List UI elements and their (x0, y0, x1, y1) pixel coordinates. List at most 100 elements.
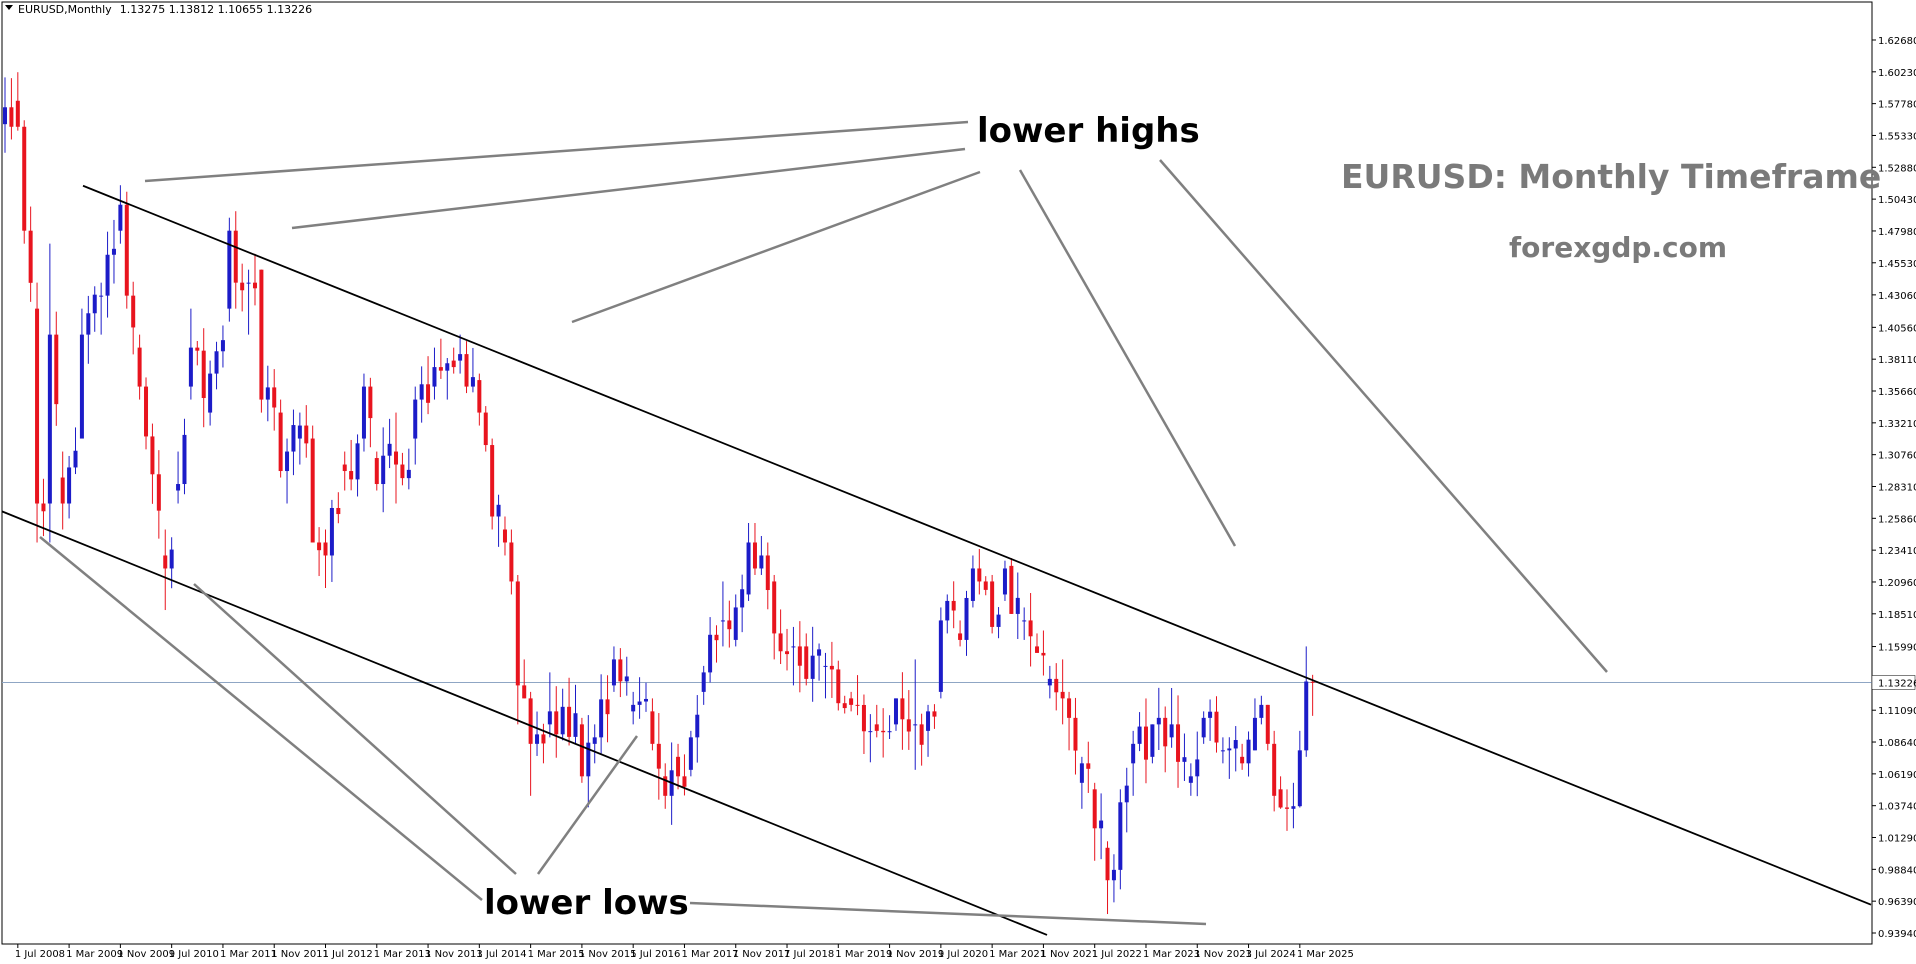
candle-body (227, 230, 232, 309)
candle-body (259, 269, 264, 400)
y-tick-label: 1.06190 (1878, 770, 1916, 781)
candle-body (124, 204, 129, 296)
bull-candle (291, 409, 296, 476)
candle-body (752, 542, 757, 569)
bear-candle (15, 72, 20, 131)
bear-candle (958, 620, 963, 647)
bull-candle (1246, 731, 1251, 777)
candle-body (836, 669, 841, 704)
candle-body (368, 386, 373, 419)
bear-candle (150, 423, 155, 504)
bull-candle (1150, 724, 1155, 764)
bull-candle (1304, 646, 1309, 757)
candle-body (1009, 565, 1014, 614)
bear-candle (836, 660, 841, 711)
bear-candle (1105, 841, 1110, 915)
candle-body (323, 542, 328, 556)
bull-candle (817, 643, 822, 681)
y-tick-label: 1.11090 (1878, 706, 1916, 717)
pointer-low-4 (689, 901, 1207, 926)
bear-candle (22, 120, 27, 244)
candle-body (246, 282, 251, 284)
bull-candle (208, 360, 213, 426)
candle-body (285, 451, 290, 472)
candle-body (759, 555, 764, 569)
bull-candle (1297, 730, 1302, 808)
bull-candle (496, 494, 501, 547)
bear-candle (804, 633, 809, 686)
candle-body (176, 484, 181, 491)
candle-body (708, 634, 713, 673)
bull-candle (637, 677, 642, 719)
bear-candle (464, 341, 469, 394)
bear-candle (509, 529, 514, 595)
candle-body (541, 734, 546, 744)
candle-body (445, 363, 450, 371)
bull-candle (92, 286, 97, 332)
bear-candle (374, 451, 379, 491)
bear-candle (1240, 743, 1245, 770)
candle-body (1233, 740, 1238, 749)
y-tick-label: 1.40560 (1878, 323, 1916, 334)
candle-body (1252, 717, 1257, 751)
bull-candle (329, 499, 334, 582)
bull-candle (297, 412, 302, 465)
candle-body (490, 445, 495, 517)
bull-candle (701, 665, 706, 705)
candle-body (1079, 763, 1084, 783)
candle-body (137, 347, 142, 387)
candle-body (163, 555, 168, 569)
bull-candle (182, 418, 187, 495)
candle-body (1310, 681, 1315, 683)
candle-body (1143, 726, 1148, 760)
candle-body (676, 756, 681, 777)
candle-body (656, 743, 661, 769)
bull-candle (246, 269, 251, 335)
bull-candle (111, 219, 116, 284)
candle-body (663, 776, 668, 796)
pointer-high-3 (571, 170, 981, 324)
candle-body (1099, 820, 1104, 829)
candle-body (1208, 711, 1213, 718)
bull-candle (893, 698, 898, 731)
bull-candle (3, 77, 7, 153)
bull-candle (1208, 699, 1213, 741)
candle-body (906, 719, 911, 732)
bull-candle (644, 682, 648, 712)
candle-body (611, 659, 616, 686)
candle-body (791, 646, 796, 648)
candle-body (1111, 869, 1116, 881)
candle-body (156, 474, 161, 511)
bear-candle (932, 704, 937, 729)
bull-candle (868, 714, 873, 763)
candle-body (977, 568, 982, 582)
bear-candle (54, 311, 59, 426)
bull-candle (1188, 763, 1193, 796)
bull-candle (913, 659, 918, 770)
bear-candle (1143, 698, 1148, 784)
bull-candle (1137, 712, 1142, 752)
bull-candle (624, 656, 629, 696)
candle-body (528, 698, 533, 744)
x-tick-label: 1 Nov 2021 (1040, 949, 1098, 960)
bull-candle (1252, 698, 1257, 751)
x-tick-label: 1 Nov 2013 (425, 949, 483, 960)
candle-body (464, 354, 469, 387)
candle-body (349, 471, 354, 480)
candle-body (522, 685, 527, 699)
x-tick-label: 1 Nov 2011 (271, 949, 329, 960)
bear-candle (650, 698, 655, 751)
bear-candle (1163, 706, 1168, 773)
candle-body (1002, 568, 1007, 595)
header-dropdown-icon[interactable] (5, 5, 13, 10)
candle-body (1015, 597, 1020, 614)
candle-body (342, 464, 347, 472)
current-price-box (1871, 675, 1916, 690)
y-tick-label: 1.18510 (1878, 610, 1916, 621)
candle-body (220, 340, 225, 352)
pointer-low-1 (39, 536, 483, 901)
candle-body (1041, 652, 1046, 656)
y-tick-label: 1.57780 (1878, 100, 1916, 111)
pointer-high-1 (144, 120, 969, 183)
